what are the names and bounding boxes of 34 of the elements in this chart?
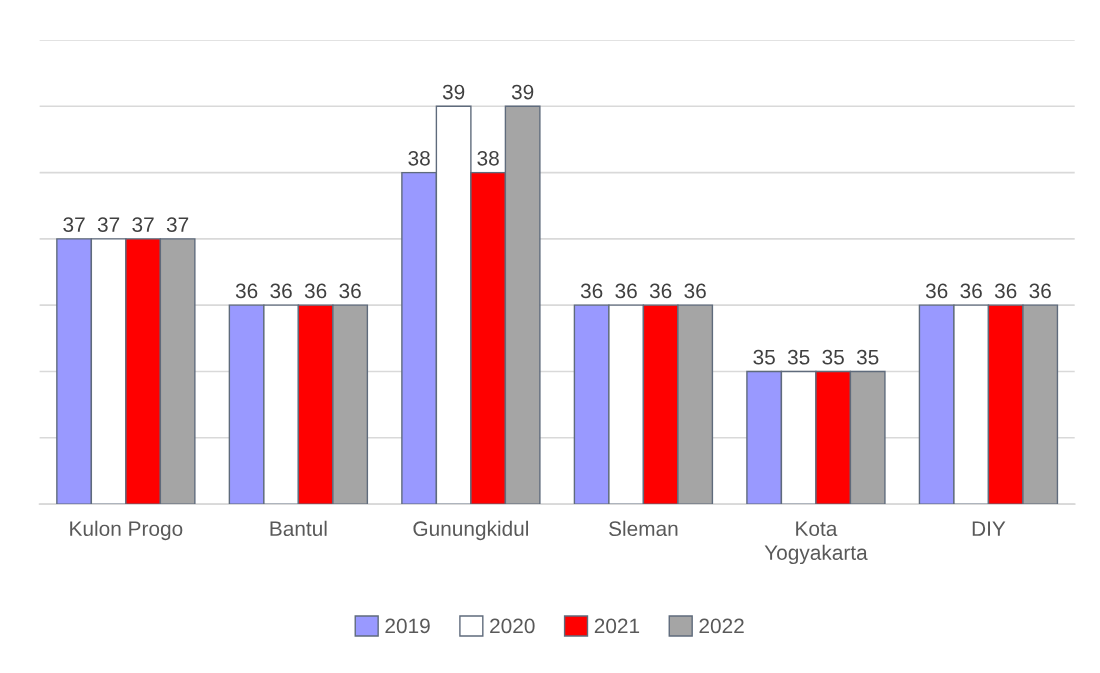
data-label: 36 <box>994 283 1017 299</box>
x-tick-label: Sleman <box>609 520 678 537</box>
data-label: 36 <box>615 283 637 299</box>
data-label: 35 <box>822 349 844 365</box>
data-label: 36 <box>649 283 672 299</box>
data-label: 38 <box>408 150 430 166</box>
data-label: 36 <box>580 283 603 299</box>
data-label: 38 <box>477 150 499 166</box>
data-label: 36 <box>339 283 361 299</box>
data-label: 39 <box>511 84 534 100</box>
legend-label: 2022 <box>699 618 744 634</box>
data-label: 35 <box>856 349 879 365</box>
legend-label: 2021 <box>594 618 640 634</box>
legend-label: 2019 <box>385 618 430 634</box>
data-label: 36 <box>960 283 982 299</box>
data-label: 35 <box>753 349 775 365</box>
data-label: 36 <box>304 283 327 299</box>
data-label: 36 <box>684 283 706 299</box>
x-tick-label: Kulon Progo <box>70 520 183 541</box>
x-tick-label: Bantul <box>270 520 327 537</box>
data-label: 37 <box>166 217 189 232</box>
data-label: 39 <box>442 84 465 100</box>
data-label: 36 <box>1029 283 1051 299</box>
data-label: 37 <box>132 217 154 232</box>
data-label: 37 <box>97 217 120 232</box>
data-label: 36 <box>235 283 258 299</box>
data-label: 36 <box>925 283 948 299</box>
x-tick-label: DIY <box>972 521 1006 536</box>
x-tick-label: Gunungkidul <box>413 520 528 541</box>
legend-label: 2020 <box>490 618 535 634</box>
data-label: 35 <box>787 349 810 365</box>
x-tick-label: Kota Yogyakarta <box>764 521 868 565</box>
data-label: 36 <box>270 283 292 299</box>
data-label: 37 <box>63 217 85 232</box>
